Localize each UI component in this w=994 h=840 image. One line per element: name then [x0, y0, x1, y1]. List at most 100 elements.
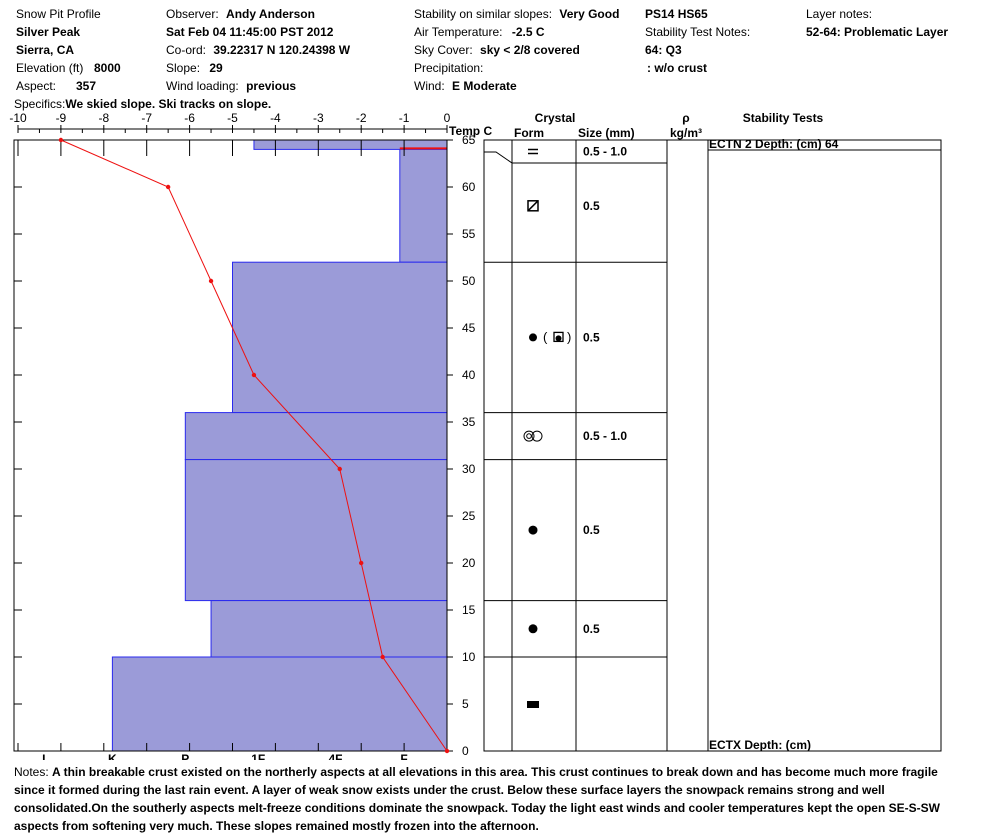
depth-tick-label: 35 [462, 415, 476, 429]
facet-icon-diagonal [527, 200, 539, 212]
rounded-icon-dot [528, 624, 538, 634]
ice-icon-rect [527, 701, 539, 708]
slope: Slope: 29 [166, 61, 223, 75]
stability-notes-2: : w/o crust [647, 61, 708, 75]
observer-value: Andy Anderson [226, 7, 315, 21]
temp-tick-label: -8 [98, 111, 109, 125]
layer-notes-label: Layer notes: [806, 7, 873, 21]
depth-tick-label: 60 [462, 180, 476, 194]
stability: Stability on similar slopes: Very Good [414, 7, 619, 21]
notes-text: A thin breakable crust existed on the no… [14, 765, 940, 833]
crystal-size: 0.5 [583, 330, 600, 344]
wind: Wind: E Moderate [414, 79, 517, 93]
temp-tick-label: -4 [270, 111, 281, 125]
hardness-tick-label: I [42, 752, 45, 760]
hardness-layer-4 [184, 459, 448, 602]
depth-tick-label: 0 [462, 744, 469, 758]
form-icon-rounded [528, 624, 538, 634]
stability-test-ectx: ECTX Depth: (cm) [709, 738, 811, 752]
datetime: Sat Feb 04 11:45:00 PST 2012 [166, 25, 334, 39]
temp-tick-label: -1 [399, 111, 410, 125]
ps-hs: PS14 HS65 [645, 7, 708, 21]
hardness-tick-label: 1F [251, 752, 265, 760]
sky-cover-value: sky < 2/8 covered [480, 43, 580, 57]
temperature-profile [58, 137, 450, 754]
wind-loading-value: previous [246, 79, 297, 93]
rho-header: ρ [682, 111, 689, 125]
form-header: Form [514, 126, 544, 140]
precipitation: Precipitation: [414, 61, 483, 75]
precipitation-label: Precipitation: [414, 61, 484, 75]
sky-cover: Sky Cover: sky < 2/8 covered [414, 43, 580, 57]
form-icon-ice [527, 701, 539, 708]
temp-point [444, 748, 450, 754]
depth-tick-label: 25 [462, 509, 476, 523]
temp-tick-label: -10 [9, 111, 27, 125]
form-icon-rounded-faceted: () [529, 329, 571, 344]
notes-label: Notes: [14, 765, 49, 779]
depth-tick-label: 45 [462, 321, 476, 335]
stability-label: Stability on similar slopes: [414, 7, 553, 21]
depth-tick-label: 15 [462, 603, 476, 617]
facet-icon-square [527, 200, 539, 212]
stability-header: Stability Tests [743, 111, 824, 125]
crystal-size: 0.5 - 1.0 [583, 145, 627, 159]
depth-tick-label: 50 [462, 274, 476, 288]
pit-title: Snow Pit Profile [16, 7, 101, 21]
location: Silver Peak [16, 25, 81, 39]
observer: Observer: Andy Anderson [166, 7, 315, 21]
region: Sierra, CA [16, 43, 75, 57]
hardness-layer-6 [111, 656, 448, 752]
stability-test-ectn: ECTN 2 Depth: (cm) 64 [709, 137, 839, 151]
temp-point [337, 466, 342, 472]
layer-map-connector [484, 151, 513, 164]
sky-cover-label: Sky Cover: [414, 43, 473, 57]
air-temp: Air Temperature: -2.5 C [414, 25, 545, 39]
coord-label: Co-ord: [166, 43, 207, 57]
stability-notes-1: 64: Q3 [645, 43, 682, 57]
form-icon-rounded [528, 525, 538, 535]
hardness-layers [111, 139, 448, 752]
rounded-icon-dot [529, 333, 537, 342]
depth-tick-label: 30 [462, 462, 476, 476]
temp-point [58, 137, 64, 143]
melt-icon-circle [531, 430, 543, 442]
form-icon-faceted [527, 200, 539, 212]
elevation-value: 8000 [94, 61, 121, 75]
temp-point [251, 372, 257, 378]
hardness-layer-1 [399, 148, 448, 263]
specifics: Specifics:We skied slope. Ski tracks on … [14, 97, 271, 111]
hardness-layer-3 [184, 412, 448, 461]
specifics-value: We skied slope. Ski tracks on slope. [65, 97, 272, 111]
rho-unit: kg/m³ [670, 126, 702, 140]
temp-point [165, 184, 171, 190]
crystal-size: 0.5 [583, 622, 600, 636]
crystal-header: Crystal [535, 111, 576, 125]
specifics-label: Specifics: [14, 97, 66, 111]
rounded-icon-dot [528, 525, 538, 535]
melt-icon-circle [523, 430, 535, 442]
depth-tick-label: 65 [462, 133, 476, 147]
stability-notes-label: Stability Test Notes: [645, 25, 751, 39]
crystal-size: 0.5 - 1.0 [583, 429, 627, 443]
temp-tick-label: -3 [313, 111, 324, 125]
temp-tick-label: -2 [356, 111, 367, 125]
notes: Notes: A thin breakable crust existed on… [14, 763, 954, 835]
aspect-label: Aspect: [16, 79, 57, 93]
size-header: Size (mm) [578, 126, 635, 140]
stability-value: Very Good [559, 7, 620, 21]
depth-tick-label: 20 [462, 556, 476, 570]
temp-line [60, 139, 448, 752]
slope-value: 29 [209, 61, 223, 75]
paren-close-icon: ) [567, 329, 571, 344]
coord: Co-ord: 39.22317 N 120.24398 W [166, 43, 350, 57]
wind-label: Wind: [414, 79, 445, 93]
aspect-value: 357 [76, 79, 97, 93]
hardness-tick-label: P [181, 752, 189, 760]
depth-tick-label: 55 [462, 227, 476, 241]
wind-loading: Wind loading: previous [166, 79, 296, 93]
wind-value: E Moderate [452, 79, 517, 93]
temp-tick-label: -6 [184, 111, 195, 125]
